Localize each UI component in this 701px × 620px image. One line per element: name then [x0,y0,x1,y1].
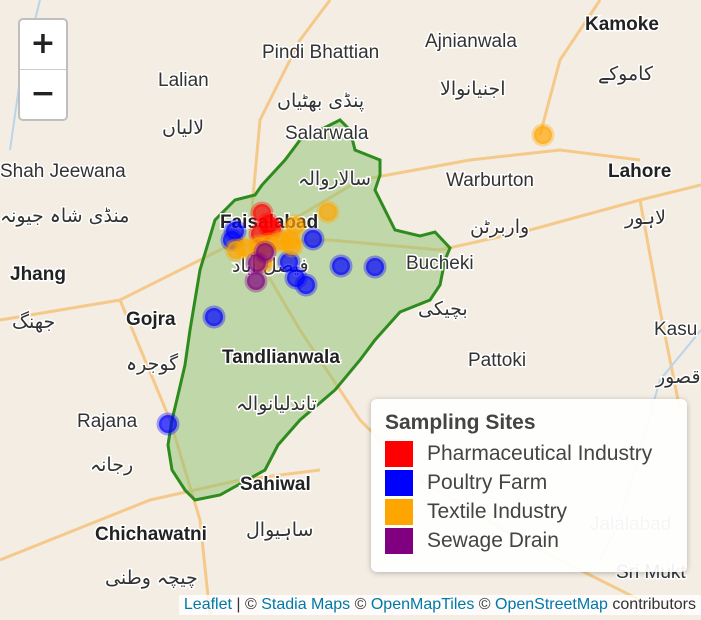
sampling-site-marker[interactable] [156,412,180,436]
faisalabad-district-boundary [166,118,452,502]
sampling-site-marker[interactable] [329,254,353,278]
map-label: Chichawatni [95,524,207,545]
zoom-out-button[interactable]: − [20,69,66,119]
openmaptiles-link[interactable]: OpenMapTiles [370,596,475,613]
sampling-site-marker[interactable] [244,269,268,293]
openstreetmap-link[interactable]: OpenStreetMap [495,596,608,613]
sampling-site-marker[interactable] [245,251,269,275]
map-label: Warburton [446,170,534,191]
map-label: Kasu [654,319,697,340]
stadia-link[interactable]: Stadia Maps [261,596,351,613]
legend: Sampling Sites Pharmaceutical Industry P… [371,399,687,572]
map-label: گوجرہ [126,352,179,375]
attribution-text: © [474,596,495,613]
attribution: Leaflet | © Stadia Maps © OpenMapTiles ©… [178,595,701,615]
map-label: Gojra [126,309,176,330]
legend-title: Sampling Sites [385,411,536,434]
sampling-site-marker[interactable] [531,123,555,147]
sampling-site-marker[interactable] [202,305,226,329]
sampling-site-marker[interactable] [363,255,387,279]
map-label: Salarwala [285,123,369,144]
legend-label: Pharmaceutical Industry [427,441,653,465]
legend-label: Poultry Farm [427,470,548,494]
map-label: Shah Jeewana [0,161,126,182]
map-label: بچیکی [418,298,468,320]
sampling-site-marker[interactable] [301,227,325,251]
legend-label: Textile Industry [427,499,568,523]
map-label: Ajnianwala [425,31,517,52]
map-label: لالیاں [162,117,204,139]
zoom-in-button[interactable]: + [30,26,56,61]
attribution-text: | © [231,596,262,613]
legend-swatch [385,440,413,467]
legend-item-sewage: Sewage Drain [385,526,673,555]
sampling-site-marker[interactable] [224,238,248,262]
map-label: Lalian [158,70,209,91]
map-label: Pattoki [468,350,526,371]
sampling-site-marker[interactable] [294,273,318,297]
map-label: Lahore [608,161,671,182]
legend-swatch [385,527,413,554]
legend-item-poultry: Poultry Farm [385,468,673,497]
legend-label: Sewage Drain [427,528,559,552]
map-label: Jhang [10,264,66,285]
sampling-site-marker[interactable] [280,234,304,258]
map-label: تاندلیانوالہ [236,393,317,415]
legend-swatch [385,469,413,496]
map-label: لاہور [624,207,666,229]
map-label: کاموکے [598,63,654,85]
leaflet-link[interactable]: Leaflet [183,596,232,613]
legend-item-textile: Textile Industry [385,497,673,526]
map-label: رجانہ [90,454,133,476]
map-label: Rajana [77,411,138,432]
map-label: قصور [655,366,701,388]
legend-item-pharmaceutical: Pharmaceutical Industry [385,439,673,468]
zoom-control: + − [18,18,68,121]
map-label: سالاروالہ [298,168,371,190]
map-label: Sahiwal [240,474,311,495]
attribution-text: contributors [607,596,696,613]
map-label: پنڈی بھٹیاں [277,90,364,112]
sampling-sites [156,123,555,436]
map-label: Kamoke [585,14,659,35]
map-label: چیچہ وطنی [105,567,198,589]
legend-swatch [385,498,413,525]
sampling-site-marker[interactable] [316,200,340,224]
map-label: منڈی شاہ جیونہ [0,205,129,227]
map-label: واربرٹن [470,216,529,238]
map-label: Tandlianwala [222,347,340,368]
attribution-text: © [350,596,371,613]
map-label: Bucheki [406,253,474,274]
map-label: ساہیوال [246,519,313,541]
map-label: اجنیانوالا [440,78,506,100]
map-label: جھنگ [12,311,55,333]
map-label: Pindi Bhattian [262,42,379,63]
